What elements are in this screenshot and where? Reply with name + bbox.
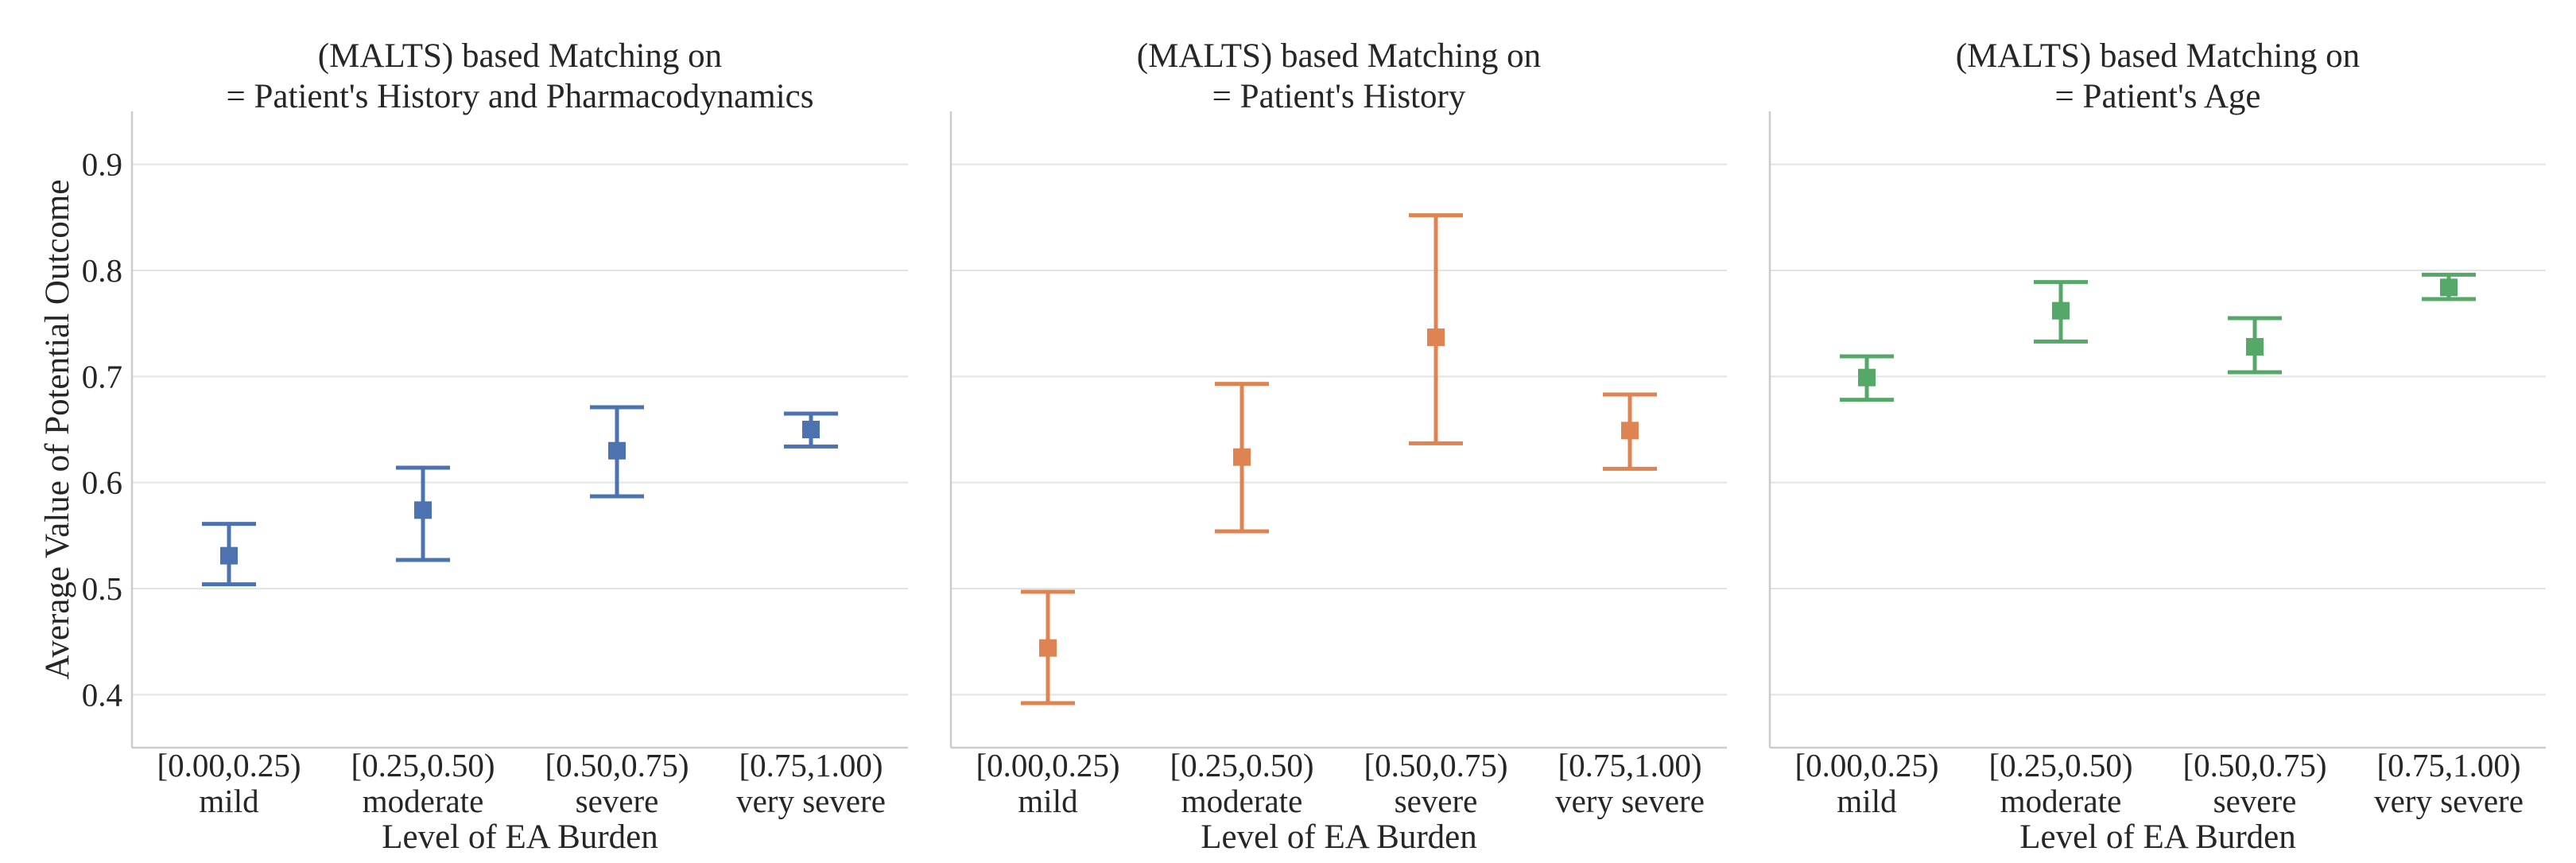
x-tick-range: [0.00,0.25): [976, 747, 1119, 783]
x-tick-range: [0.25,0.50): [1988, 747, 2132, 783]
x-tick-range: [0.75,1.00): [1558, 747, 1701, 783]
data-point: [1858, 368, 1876, 387]
data-point: [2052, 301, 2070, 320]
y-tick-label: 0.7: [82, 358, 122, 395]
y-axis-label: Average Value of Potential Outcome: [39, 180, 76, 680]
y-tick-label: 0.9: [82, 146, 122, 183]
x-tick-label: severe: [1395, 783, 1478, 819]
data-point: [1039, 639, 1057, 657]
x-tick-range: [0.25,0.50): [351, 747, 495, 783]
x-tick-range: [0.75,1.00): [2376, 747, 2520, 783]
x-tick-label: very severe: [736, 783, 886, 819]
x-tick-range: [0.75,1.00): [739, 747, 883, 783]
data-point: [2440, 278, 2458, 297]
y-tick-label: 0.8: [82, 252, 122, 289]
data-point: [1621, 422, 1639, 440]
data-point: [608, 441, 626, 460]
x-tick-range: [0.25,0.50): [1170, 747, 1313, 783]
data-point: [802, 421, 820, 438]
data-point: [414, 501, 432, 519]
x-tick-range: [0.00,0.25): [1794, 747, 1938, 783]
panel-title: (MALTS) based Matching on: [1137, 37, 1541, 75]
data-point: [2246, 338, 2264, 356]
x-tick-label: very severe: [1555, 783, 1705, 819]
x-tick-label: moderate: [363, 783, 484, 819]
panel-title: = Patient's Age: [2055, 78, 2261, 115]
y-tick-label: 0.4: [82, 676, 122, 713]
panel-title: = Patient's History: [1212, 78, 1466, 115]
x-axis-label: Level of EA Burden: [2019, 818, 2296, 856]
x-axis-label: Level of EA Burden: [382, 818, 658, 856]
x-tick-label: mild: [199, 783, 258, 819]
x-tick-label: mild: [1837, 783, 1896, 819]
x-tick-range: [0.00,0.25): [157, 747, 301, 783]
x-tick-label: mild: [1018, 783, 1077, 819]
x-tick-label: moderate: [1181, 783, 1303, 819]
x-axis-label: Level of EA Burden: [1201, 818, 1477, 856]
data-point: [1233, 448, 1251, 466]
panel-title: (MALTS) based Matching on: [318, 37, 722, 75]
x-tick-label: very severe: [2374, 783, 2524, 819]
x-tick-range: [0.50,0.75): [2182, 747, 2326, 783]
x-tick-label: moderate: [2000, 783, 2122, 819]
x-tick-range: [0.50,0.75): [545, 747, 689, 783]
panel-title: = Patient's History and Pharmacodynamics: [227, 78, 814, 115]
x-tick-range: [0.50,0.75): [1364, 747, 1507, 783]
y-tick-label: 0.5: [82, 570, 122, 607]
panel-title: (MALTS) based Matching on: [1956, 37, 2360, 75]
x-tick-label: severe: [576, 783, 659, 819]
y-tick-label: 0.6: [82, 465, 122, 501]
x-tick-label: severe: [2213, 783, 2297, 819]
data-point: [1427, 328, 1445, 346]
data-point: [220, 546, 238, 565]
